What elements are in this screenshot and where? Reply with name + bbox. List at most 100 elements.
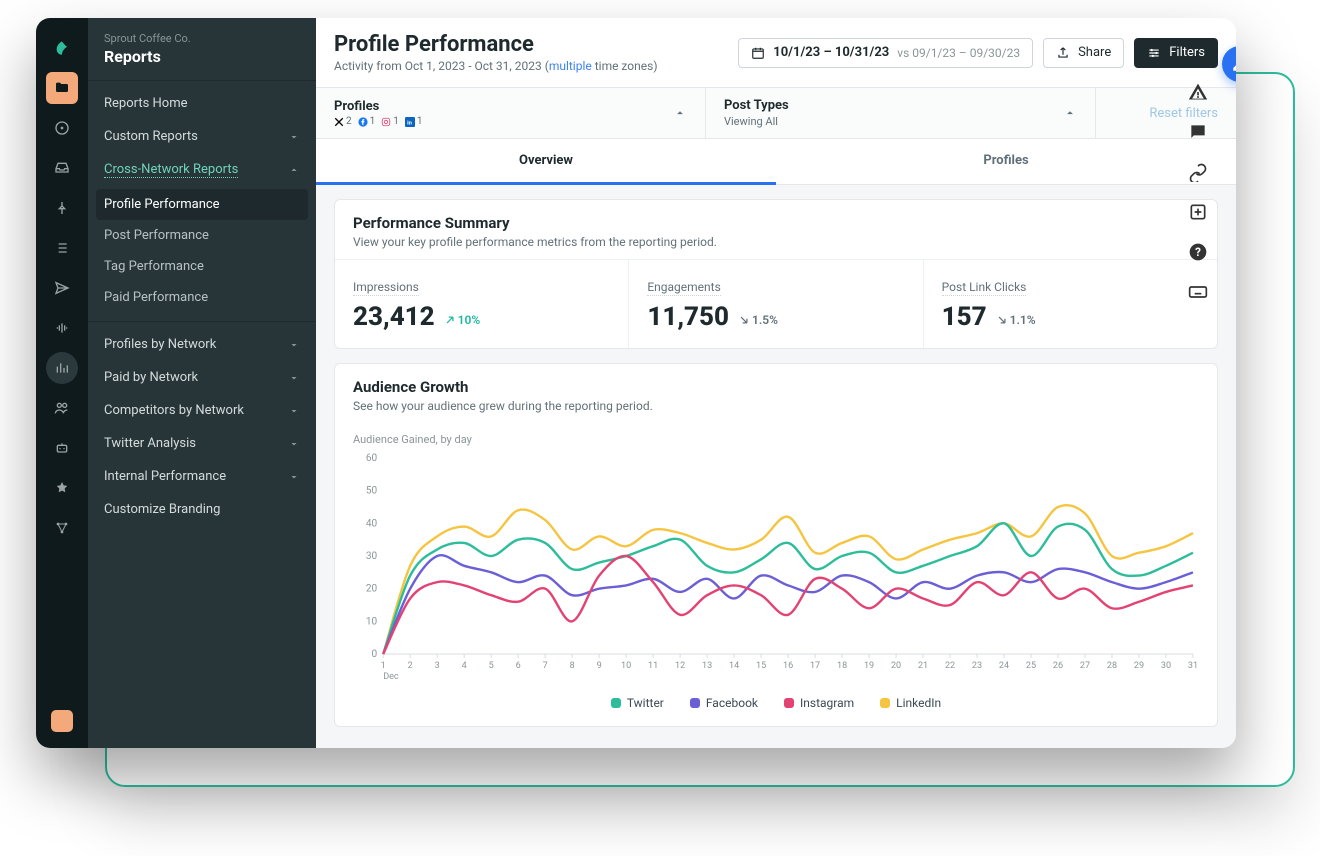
chevron-down-icon xyxy=(288,131,300,143)
svg-text:21: 21 xyxy=(918,661,928,671)
sub-profile-performance[interactable]: Profile Performance xyxy=(96,189,308,220)
share-button[interactable]: Share xyxy=(1043,38,1124,68)
svg-text:9: 9 xyxy=(597,661,602,671)
svg-text:27: 27 xyxy=(1080,661,1090,671)
main-area: Profile Performance Activity from Oct 1,… xyxy=(316,18,1236,748)
alert-icon[interactable] xyxy=(1188,82,1208,102)
growth-sub: See how your audience grew during the re… xyxy=(353,399,1199,413)
sidebar-internal-performance[interactable]: Internal Performance xyxy=(88,460,316,493)
multiple-link[interactable]: multiple xyxy=(549,59,592,73)
metric-engagements: Engagements11,750 1.5% xyxy=(629,260,923,348)
facebook-icon: 1 xyxy=(358,116,376,127)
compose-button[interactable] xyxy=(1222,46,1236,82)
sub-post-performance[interactable]: Post Performance xyxy=(88,220,316,251)
keyboard-icon[interactable] xyxy=(1188,282,1208,302)
rail-bot-icon[interactable] xyxy=(46,432,78,464)
svg-text:1: 1 xyxy=(381,661,386,671)
nav-rail xyxy=(36,18,88,748)
svg-text:10: 10 xyxy=(366,616,378,627)
tab-overview[interactable]: Overview xyxy=(316,139,776,185)
sliders-icon xyxy=(1147,46,1161,60)
filter-post-types[interactable]: Post Types Viewing All xyxy=(706,88,1096,138)
page-subtitle: Activity from Oct 1, 2023 - Oct 31, 2023… xyxy=(334,59,728,73)
section-title: Reports xyxy=(104,47,300,66)
app-window: Sprout Coffee Co. Reports Reports Home C… xyxy=(36,18,1236,748)
sidebar-reports-home[interactable]: Reports Home xyxy=(88,87,316,120)
svg-text:6: 6 xyxy=(516,661,521,671)
svg-text:40: 40 xyxy=(366,518,378,529)
page-header: Profile Performance Activity from Oct 1,… xyxy=(316,18,1236,88)
rail-footer-chip[interactable] xyxy=(51,710,73,732)
rail-star-icon[interactable] xyxy=(46,472,78,504)
svg-text:19: 19 xyxy=(864,661,874,671)
sidebar-twitter-analysis[interactable]: Twitter Analysis xyxy=(88,427,316,460)
rail-network-icon[interactable] xyxy=(46,512,78,544)
growth-title: Audience Growth xyxy=(353,378,1199,396)
sub-tag-performance[interactable]: Tag Performance xyxy=(88,251,316,282)
filters-button[interactable]: Filters xyxy=(1134,38,1218,68)
rail-pin-icon[interactable] xyxy=(46,192,78,224)
metric-post-link-clicks: Post Link Clicks157 1.1% xyxy=(924,260,1217,348)
svg-text:8: 8 xyxy=(570,661,575,671)
tab-profiles[interactable]: Profiles xyxy=(776,139,1236,185)
rail-list-icon[interactable] xyxy=(46,232,78,264)
svg-text:24: 24 xyxy=(999,661,1009,671)
sidebar-customize-branding[interactable]: Customize Branding xyxy=(88,493,316,526)
rail-audio-icon[interactable] xyxy=(46,312,78,344)
share-icon xyxy=(1056,46,1070,60)
svg-text:5: 5 xyxy=(489,661,494,671)
rail-compass-icon[interactable] xyxy=(46,112,78,144)
svg-text:25: 25 xyxy=(1026,661,1036,671)
svg-text:28: 28 xyxy=(1107,661,1117,671)
svg-text:4: 4 xyxy=(462,661,467,671)
chevron-up-icon xyxy=(288,164,300,176)
card-audience-growth: Audience Growth See how your audience gr… xyxy=(334,363,1218,727)
tabs: Overview Profiles xyxy=(316,139,1236,185)
sidebar-custom-reports[interactable]: Custom Reports xyxy=(88,120,316,153)
reset-filters[interactable]: Reset filters xyxy=(1096,88,1236,138)
svg-text:17: 17 xyxy=(810,661,820,671)
chat-icon[interactable] xyxy=(1188,122,1208,142)
svg-text:Dec: Dec xyxy=(383,672,399,682)
svg-text:23: 23 xyxy=(972,661,982,671)
svg-text:30: 30 xyxy=(1161,661,1171,671)
sidebar-cross-network[interactable]: Cross-Network Reports xyxy=(88,153,316,187)
svg-text:26: 26 xyxy=(1053,661,1063,671)
date-range-picker[interactable]: 10/1/23 – 10/31/23 vs 09/1/23 – 09/30/23 xyxy=(738,38,1033,68)
rail-folder-icon[interactable] xyxy=(46,72,78,104)
chevron-down-icon xyxy=(288,438,300,450)
sidebar-competitors-by-network[interactable]: Competitors by Network xyxy=(88,394,316,427)
sidebar-paid-by-network[interactable]: Paid by Network xyxy=(88,361,316,394)
help-icon[interactable]: ? xyxy=(1188,242,1208,262)
svg-text:12: 12 xyxy=(675,661,685,671)
add-square-icon[interactable] xyxy=(1188,202,1208,222)
link-icon[interactable] xyxy=(1188,162,1208,182)
chart-legend: Twitter Facebook Instagram LinkedIn xyxy=(353,696,1199,710)
content-scroll[interactable]: Performance Summary View your key profil… xyxy=(316,185,1236,748)
svg-text:22: 22 xyxy=(945,661,955,671)
x-icon: 2 xyxy=(334,116,352,127)
chevron-up-icon xyxy=(1063,106,1077,120)
sub-paid-performance[interactable]: Paid Performance xyxy=(88,282,316,313)
rail-analytics-icon[interactable] xyxy=(46,352,78,384)
summary-sub: View your key profile performance metric… xyxy=(353,235,1199,249)
rail-people-icon[interactable] xyxy=(46,392,78,424)
chevron-down-icon xyxy=(288,372,300,384)
rail-inbox-icon[interactable] xyxy=(46,152,78,184)
svg-text:0: 0 xyxy=(372,649,378,660)
svg-text:60: 60 xyxy=(366,453,378,464)
svg-text:29: 29 xyxy=(1134,661,1144,671)
logo-leaf-icon xyxy=(46,32,78,64)
right-drawer: ? xyxy=(1188,82,1208,302)
chevron-down-icon xyxy=(288,405,300,417)
svg-text:20: 20 xyxy=(891,661,901,671)
chevron-down-icon xyxy=(288,339,300,351)
svg-text:31: 31 xyxy=(1188,661,1198,671)
instagram-icon: 1 xyxy=(381,116,399,127)
page-title: Profile Performance xyxy=(334,32,728,57)
sidebar-profiles-by-network[interactable]: Profiles by Network xyxy=(88,328,316,361)
sidebar-cross-sub: Profile Performance Post Performance Tag… xyxy=(88,187,316,315)
rail-send-icon[interactable] xyxy=(46,272,78,304)
filter-profiles[interactable]: Profiles 2 1 1 in1 xyxy=(316,88,706,138)
growth-line-chart: 0102030405060123456789101112131415161718… xyxy=(353,452,1199,682)
